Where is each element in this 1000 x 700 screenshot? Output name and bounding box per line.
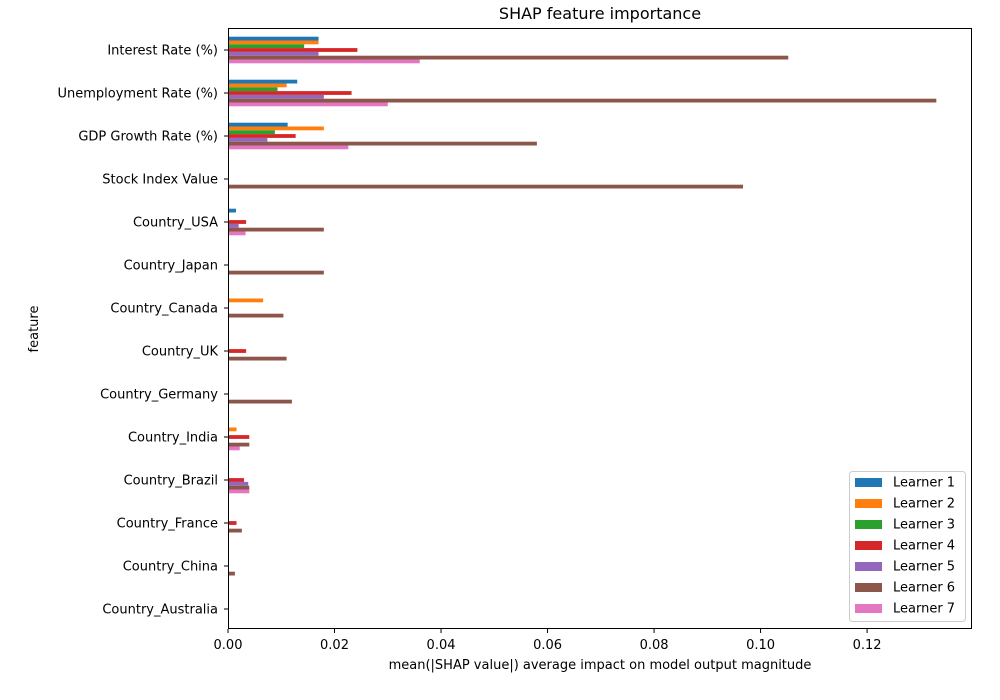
bar-7-1 — [228, 59, 420, 64]
bar-6-2 — [228, 98, 937, 103]
legend-label: Learner 1 — [893, 476, 955, 491]
bar-7-5 — [228, 231, 246, 236]
bar-6-9 — [228, 399, 292, 404]
bar-6-13 — [228, 571, 235, 576]
y-tick-label: Country_Germany — [100, 388, 218, 403]
bar-7-3 — [228, 145, 349, 150]
y-tick-label: GDP Growth Rate (%) — [78, 130, 218, 145]
bar-4-2 — [228, 91, 352, 95]
bar-5-1 — [228, 51, 319, 56]
y-tick-label: Country_France — [117, 517, 218, 532]
x-tick-group: 0.00 0.02 0.04 0.06 0.08 0.10 0.12 — [214, 629, 882, 653]
bar-4-11 — [228, 478, 244, 482]
y-tick-label: Stock Index Value — [102, 173, 218, 188]
bar-1-1 — [228, 36, 319, 41]
bar-4-1 — [228, 48, 358, 52]
bar-6-10 — [228, 442, 250, 447]
y-tick-group: Interest Rate (%) Unemployment Rate (%) GD… — [58, 44, 228, 618]
bar-4-3 — [228, 134, 296, 138]
bar-3-2 — [228, 87, 278, 92]
legend-label: Learner 5 — [893, 560, 955, 575]
bar-2-7 — [228, 298, 264, 303]
bars-group — [228, 36, 937, 576]
bar-7-10 — [228, 446, 240, 451]
legend-label: Learner 2 — [893, 497, 955, 512]
x-tick-label: 0.10 — [746, 638, 775, 653]
bar-6-4 — [228, 184, 743, 189]
legend-swatch — [855, 562, 882, 571]
y-tick-label: Country_Japan — [124, 259, 218, 274]
y-tick-label: Country_Canada — [110, 302, 218, 317]
bar-4-10 — [228, 435, 250, 439]
x-tick-label: 0.02 — [320, 638, 349, 653]
plot-frame — [228, 28, 972, 629]
legend-swatch — [855, 499, 882, 508]
x-tick-label: 0.08 — [640, 638, 669, 653]
bar-1-5 — [228, 208, 236, 213]
x-tick-label: 0.12 — [853, 638, 882, 653]
bar-6-6 — [228, 270, 324, 275]
y-tick-label: Interest Rate (%) — [107, 44, 218, 59]
bar-2-10 — [228, 427, 237, 432]
bar-3-3 — [228, 130, 275, 135]
legend-swatch — [855, 583, 882, 592]
bar-4-5 — [228, 220, 247, 224]
legend-label: Learner 3 — [893, 518, 955, 533]
bar-6-8 — [228, 356, 287, 361]
legend-swatch — [855, 604, 882, 613]
bar-7-2 — [228, 102, 388, 107]
y-axis-label: feature — [27, 306, 42, 353]
legend-label: Learner 4 — [893, 539, 955, 554]
y-tick-label: Country_Australia — [102, 603, 218, 618]
bar-7-11 — [228, 489, 250, 494]
chart-title: SHAP feature importance — [499, 4, 701, 23]
bar-6-3 — [228, 141, 537, 146]
bar-2-2 — [228, 83, 287, 88]
bar-2-1 — [228, 40, 319, 45]
bar-5-11 — [228, 481, 249, 486]
bar-5-3 — [228, 137, 268, 142]
y-tick-label: Country_China — [123, 560, 218, 575]
bar-6-12 — [228, 528, 242, 533]
legend-swatch — [855, 541, 882, 550]
y-tick-label: Country_Brazil — [124, 474, 218, 489]
y-tick-label: Country_USA — [133, 216, 218, 231]
bar-4-12 — [228, 521, 237, 525]
x-axis-label: mean(|SHAP value|) average impact on mod… — [389, 658, 812, 673]
bar-6-5 — [228, 227, 324, 232]
bar-6-7 — [228, 313, 284, 318]
x-tick-label: 0.04 — [427, 638, 456, 653]
bar-3-1 — [228, 44, 305, 49]
legend-label: Learner 7 — [893, 602, 955, 617]
legend-label: Learner 6 — [893, 581, 955, 596]
bar-6-1 — [228, 55, 789, 60]
y-tick-label: Country_India — [128, 431, 218, 446]
legend: Learner 1 Learner 2 Learner 3 Learner 4 Lear… — [849, 471, 966, 622]
y-tick-label: Country_UK — [142, 345, 219, 360]
x-tick-label: 0.06 — [533, 638, 562, 653]
bar-5-2 — [228, 94, 324, 99]
bar-4-8 — [228, 349, 247, 353]
bar-5-5 — [228, 223, 239, 228]
bar-1-3 — [228, 122, 288, 127]
x-tick-label: 0.00 — [214, 638, 243, 653]
legend-swatch — [855, 478, 882, 487]
bar-1-2 — [228, 79, 298, 84]
bar-2-3 — [228, 126, 324, 131]
bar-6-11 — [228, 485, 250, 490]
legend-swatch — [855, 520, 882, 529]
y-tick-label: Unemployment Rate (%) — [58, 87, 219, 102]
